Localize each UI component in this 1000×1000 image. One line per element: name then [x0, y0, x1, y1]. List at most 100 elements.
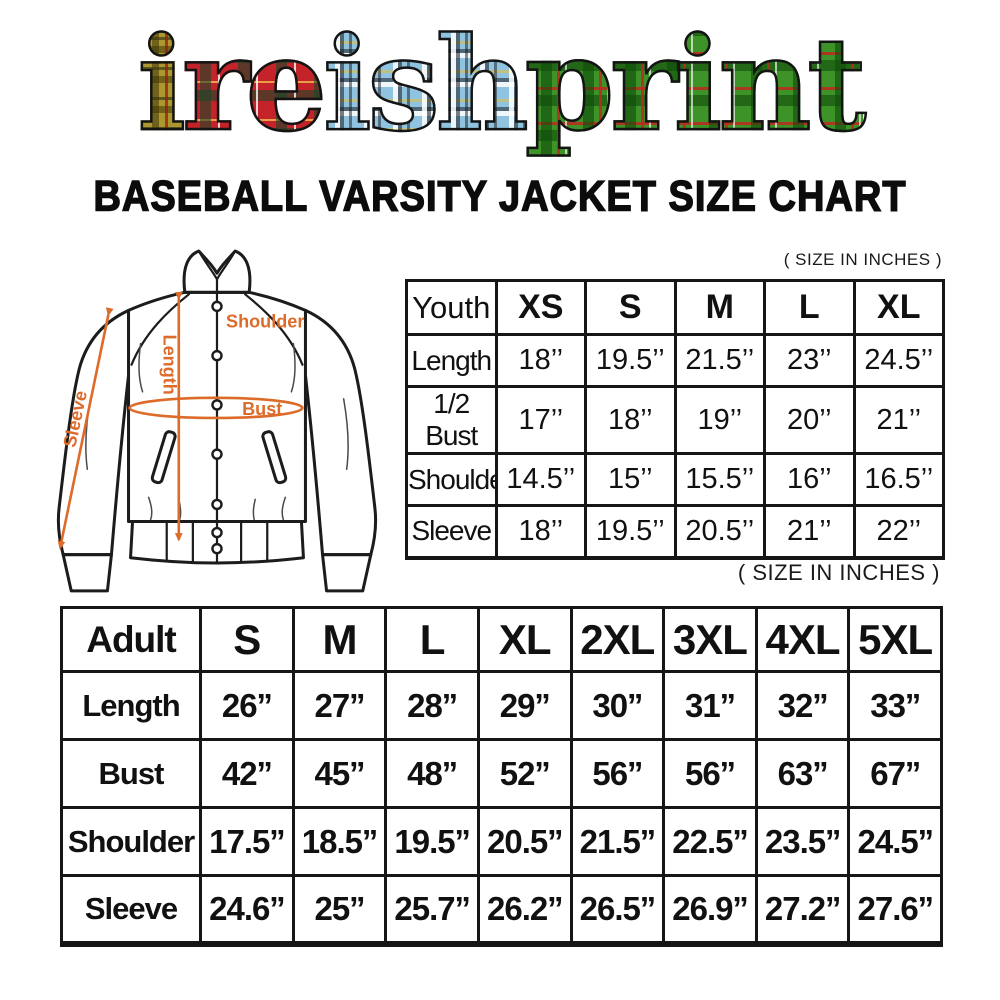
youth-table-body: Length 18’’ 19.5’’ 21.5’’ 23’’ 24.5’’ 1/2 Bust… — [405, 333, 945, 559]
youth_table-value-cell: 21’’ — [763, 504, 856, 559]
youth_table-value-cell: 24.5’’ — [852, 333, 945, 388]
adult_table-value-cell: 18.5’’ — [291, 806, 388, 877]
adult-table-header: Adult S M L XL 2XL 3XL 4XL 5XL — [60, 606, 943, 673]
adult_table-value-cell: 45’’ — [291, 738, 388, 809]
logo-segment-gold: i — [136, 10, 187, 160]
youth_table-row: 1/2 Bust 17’’ 18’’ 19’’ 20’’ 21’’ — [405, 385, 945, 455]
youth_table-value-cell: 22’’ — [852, 504, 945, 559]
adult_table-value-cell: 42’’ — [199, 738, 295, 809]
adult_table-value-cell: 25.7’’ — [384, 874, 480, 945]
youth-size-table: Youth XS S M L XL Length 18’’ 19.5’’ 21.5’’ 23’’ 2… — [405, 279, 945, 560]
youth_table-row-label: 1/2 Bust — [405, 385, 498, 455]
page-title-text: BASEBALL VARSITY JACKET SIZE CHART — [93, 173, 907, 221]
adult_table-value-cell: 27.2’’ — [754, 874, 851, 945]
adult_table-size-header: 5XL — [847, 606, 943, 673]
adult_table-value-cell: 27’’ — [291, 670, 388, 741]
jacket-collar — [182, 249, 252, 294]
adult_table-value-cell: 27.6’’ — [847, 874, 943, 945]
adult_table-value-cell: 24.6’’ — [199, 874, 295, 945]
youth_table-size-header: XS — [494, 279, 587, 336]
adult_table-value-cell: 48’’ — [384, 738, 480, 809]
youth_table-row-label: Sleeve — [405, 504, 498, 559]
page-title: BASEBALL VARSITY JACKET SIZE CHART — [0, 173, 1000, 221]
adult_table-row-label: Sleeve — [60, 874, 202, 945]
jacket-measurement-diagram: Shoulder Length Sleeve Bust — [56, 249, 378, 593]
youth_table-value-cell: 19’’ — [673, 385, 766, 455]
jacket-right-pocket — [261, 430, 288, 485]
jacket-buttons — [211, 300, 223, 555]
adult_table-size-header: 3XL — [662, 606, 758, 673]
youth_table-value-cell: 18’’ — [584, 385, 677, 455]
adult_table-value-cell: 26.5’’ — [569, 874, 666, 945]
logo-segment-blue: ish — [322, 10, 530, 160]
youth_table-value-cell: 15.5’’ — [673, 452, 766, 507]
adult_table-value-cell: 19.5’’ — [384, 806, 480, 877]
measurement-arrows — [57, 291, 304, 550]
adult_table-value-cell: 67’’ — [847, 738, 943, 809]
jacket-right-cuff — [321, 553, 373, 593]
adult_table-row: Sleeve 24.6’’ 25’’ 25.7’’ 26.2’’ 26.5’’ 26.9’’… — [60, 874, 943, 945]
youth_table-value-cell: 18’’ — [494, 333, 587, 388]
youth_table-value-cell: 16.5’’ — [852, 452, 945, 507]
adult_table-value-cell: 26.9’’ — [662, 874, 758, 945]
size-in-inches-note-youth: ( SIZE IN INCHES ) — [783, 250, 942, 269]
shoulder-label: Shoulder — [226, 311, 304, 331]
adult_table-value-cell: 26.2’’ — [476, 874, 573, 945]
adult_table-value-cell: 32’’ — [754, 670, 851, 741]
youth_table-row-label: Length — [405, 333, 498, 388]
adult_table-row: Shoulder 17.5’’ 18.5’’ 19.5’’ 20.5’’ 21.5’’ 22… — [60, 806, 943, 877]
adult_table-value-cell: 52’’ — [476, 738, 573, 809]
youth_table-header-row: Youth XS S M L XL — [405, 279, 945, 336]
adult_table-row-label: Length — [60, 670, 202, 741]
adult_table-value-cell: 56’’ — [662, 738, 758, 809]
youth_table-row-label: Shoulder — [405, 452, 498, 507]
adult_table-row-label: Bust — [60, 738, 202, 809]
adult_table-corner-cell: Adult — [60, 606, 202, 673]
adult_table-size-header: XL — [476, 606, 573, 673]
youth_table-value-cell: 18’’ — [494, 504, 587, 559]
adult-table-body: Length 26’’ 27’’ 28’’ 29’’ 30’’ 31’’ 32’’ 33’’ Bu… — [60, 670, 943, 945]
youth_table-value-cell: 19.5’’ — [584, 504, 677, 559]
bust-tape — [128, 396, 304, 420]
adult_table-value-cell: 30’’ — [569, 670, 666, 741]
youth_table-value-cell: 20.5’’ — [673, 504, 766, 559]
adult_table-value-cell: 26’’ — [199, 670, 295, 741]
youth_table-row: Length 18’’ 19.5’’ 21.5’’ 23’’ 24.5’’ — [405, 333, 945, 388]
youth_table-row: Shoulder14.5’’15’’15.5’’16’’16.5’’ — [405, 452, 945, 507]
brand-logo: ireishprint — [0, 10, 1000, 160]
youth_table-size-header: S — [584, 279, 677, 336]
adult_table-value-cell: 29’’ — [476, 670, 573, 741]
adult_table-size-header: M — [291, 606, 388, 673]
youth_table-row: Sleeve 18’’ 19.5’’ 20.5’’ 21’’ 22’’ — [405, 504, 945, 559]
adult-size-table: Adult S M L XL 2XL 3XL 4XL 5XL Length 26’’ 27’’ 28’… — [60, 606, 943, 947]
youth_table-size-header: M — [673, 279, 766, 336]
adult_table-value-cell: 63’’ — [754, 738, 851, 809]
jacket-outline — [56, 249, 378, 593]
adult_table-value-cell: 28’’ — [384, 670, 480, 741]
adult_table-value-cell: 25’’ — [291, 874, 388, 945]
adult_table-value-cell: 33’’ — [847, 670, 943, 741]
logo-segment-red: re — [181, 10, 328, 160]
youth_table-value-cell: 14.5’’ — [494, 452, 587, 507]
adult_table-row: Length 26’’ 27’’ 28’’ 29’’ 30’’ 31’’ 32’’ 33’’ — [60, 670, 943, 741]
adult_table-header-row: Adult S M L XL 2XL 3XL 4XL 5XL — [60, 606, 943, 673]
adult_table-value-cell: 24.5’’ — [847, 806, 943, 877]
youth_table-value-cell: 16’’ — [763, 452, 856, 507]
youth_table-value-cell: 21’’ — [852, 385, 945, 455]
size-in-inches-note-adult: ( SIZE IN INCHES ) — [737, 560, 940, 585]
youth_table-value-cell: 21.5’’ — [673, 333, 766, 388]
jacket-right-sleeve — [302, 308, 378, 557]
adult_table-size-header: S — [199, 606, 295, 673]
adult_table-value-cell: 31’’ — [662, 670, 758, 741]
jacket-left-cuff — [61, 553, 113, 593]
adult_table-size-header: L — [384, 606, 480, 673]
logo-segment-green: print — [524, 10, 868, 160]
jacket-left-pocket — [150, 430, 177, 485]
adult_table-row: Bust 42’’ 45’’ 48’’ 52’’ 56’’ 56’’ 63’’ 67’’ — [60, 738, 943, 809]
adult_table-value-cell: 23.5’’ — [754, 806, 851, 877]
youth_table-value-cell: 17’’ — [494, 385, 587, 455]
jacket-seams — [130, 249, 304, 563]
youth_table-value-cell: 19.5’’ — [584, 333, 677, 388]
youth_table-value-cell: 15’’ — [584, 452, 677, 507]
